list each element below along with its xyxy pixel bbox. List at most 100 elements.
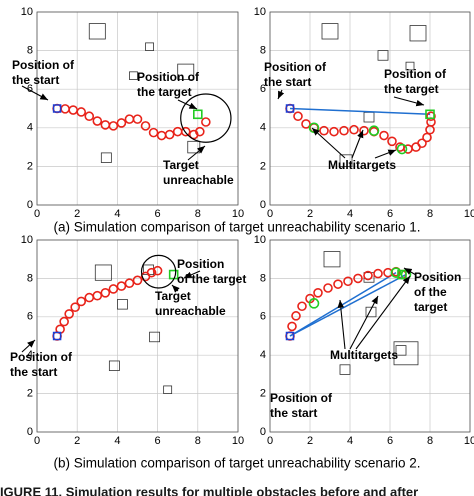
annotation: unreachable bbox=[163, 173, 234, 187]
annotation: of the target bbox=[177, 272, 246, 286]
path-point bbox=[108, 121, 119, 131]
obstacle bbox=[145, 42, 154, 52]
path-point bbox=[164, 129, 175, 140]
x-tick-label: 6 bbox=[155, 208, 161, 220]
obstacle bbox=[339, 154, 353, 167]
obstacle bbox=[149, 331, 161, 343]
y-tick-label: 0 bbox=[260, 199, 266, 211]
y-tick-label: 4 bbox=[27, 122, 33, 134]
path-point bbox=[379, 130, 389, 141]
y-tick-label: 0 bbox=[260, 426, 266, 438]
caption: (b) Simulation comparison of target unre… bbox=[54, 456, 421, 471]
plot-frame bbox=[36, 239, 239, 433]
annotation: Position bbox=[414, 270, 461, 284]
obstacle bbox=[395, 345, 407, 356]
path-point bbox=[291, 311, 301, 321]
path-point bbox=[301, 119, 311, 129]
path-point bbox=[140, 121, 151, 131]
target-marker bbox=[193, 109, 203, 120]
arrow bbox=[393, 96, 425, 107]
path-point bbox=[297, 301, 307, 312]
arrow bbox=[355, 275, 411, 350]
y-tick-label: 10 bbox=[21, 6, 33, 18]
path-point bbox=[148, 127, 159, 138]
x-tick-label: 6 bbox=[387, 435, 393, 447]
path-point bbox=[152, 265, 163, 276]
path-point bbox=[84, 292, 95, 303]
obstacle bbox=[365, 306, 377, 318]
annotation: the target bbox=[137, 85, 192, 99]
annotation: the start bbox=[10, 365, 57, 379]
obstacle bbox=[405, 61, 415, 71]
path-point bbox=[180, 126, 191, 137]
path-point bbox=[76, 107, 87, 117]
x-tick-label: 10 bbox=[464, 208, 474, 220]
x-tick-label: 10 bbox=[232, 435, 244, 447]
x-tick-label: 8 bbox=[427, 208, 433, 220]
path-point bbox=[116, 281, 127, 291]
arrow bbox=[403, 267, 417, 276]
path-point bbox=[132, 114, 143, 124]
x-tick-label: 6 bbox=[155, 435, 161, 447]
target-marker bbox=[425, 109, 435, 120]
multitarget bbox=[390, 267, 402, 278]
annotation: Position of bbox=[264, 60, 327, 74]
obstacle bbox=[129, 71, 138, 80]
arrow bbox=[187, 145, 206, 161]
path-point bbox=[92, 116, 103, 126]
x-tick-label: 2 bbox=[307, 208, 313, 220]
arrow bbox=[349, 295, 379, 350]
y-tick-label: 6 bbox=[260, 83, 266, 95]
path-point bbox=[353, 273, 363, 284]
annotation: the start bbox=[270, 406, 317, 420]
x-tick-label: 10 bbox=[464, 435, 474, 447]
y-tick-label: 6 bbox=[27, 311, 33, 323]
annotation: the start bbox=[12, 73, 59, 87]
x-tick-label: 4 bbox=[114, 208, 120, 220]
start-marker bbox=[52, 104, 62, 113]
annotation: unreachable bbox=[155, 304, 226, 318]
annotation: Target bbox=[155, 289, 191, 303]
direct-line bbox=[289, 273, 407, 337]
path-point bbox=[124, 278, 135, 289]
y-tick-label: 10 bbox=[21, 234, 33, 246]
path-point bbox=[387, 136, 397, 147]
x-tick-label: 8 bbox=[195, 208, 201, 220]
x-tick-label: 10 bbox=[232, 208, 244, 220]
obstacle bbox=[339, 364, 351, 375]
y-tick-label: 8 bbox=[260, 272, 266, 284]
obstacle bbox=[88, 23, 106, 40]
start-marker bbox=[285, 104, 295, 113]
x-tick-label: 4 bbox=[114, 435, 120, 447]
path-point bbox=[323, 283, 333, 293]
x-tick-label: 0 bbox=[267, 208, 273, 220]
arrow bbox=[183, 270, 201, 279]
x-tick-label: 4 bbox=[347, 435, 353, 447]
annotation: the target bbox=[384, 82, 439, 96]
y-tick-label: 4 bbox=[260, 349, 266, 361]
figure-caption: FIGURE 11. Simulation results for multip… bbox=[0, 484, 418, 496]
arrow bbox=[337, 299, 346, 350]
x-tick-label: 2 bbox=[74, 208, 80, 220]
path-point bbox=[124, 114, 135, 124]
arrow bbox=[351, 129, 364, 159]
arrow bbox=[177, 99, 198, 110]
annotation: Position of bbox=[12, 58, 75, 72]
y-tick-label: 6 bbox=[260, 311, 266, 323]
path-point bbox=[195, 126, 205, 137]
annotation: Multitargets bbox=[328, 158, 396, 172]
path-point bbox=[293, 111, 303, 122]
obstacle bbox=[321, 23, 339, 40]
obstacle bbox=[409, 25, 427, 42]
x-tick-label: 4 bbox=[347, 208, 353, 220]
annotation: Position of bbox=[137, 70, 200, 84]
annotation: Multitargets bbox=[330, 348, 398, 362]
multitarget bbox=[396, 143, 408, 155]
annotation: target bbox=[414, 300, 447, 314]
y-tick-label: 10 bbox=[254, 6, 266, 18]
y-tick-label: 8 bbox=[27, 272, 33, 284]
direct-line bbox=[289, 107, 431, 116]
obstacle bbox=[163, 385, 173, 395]
path-point bbox=[68, 105, 78, 115]
